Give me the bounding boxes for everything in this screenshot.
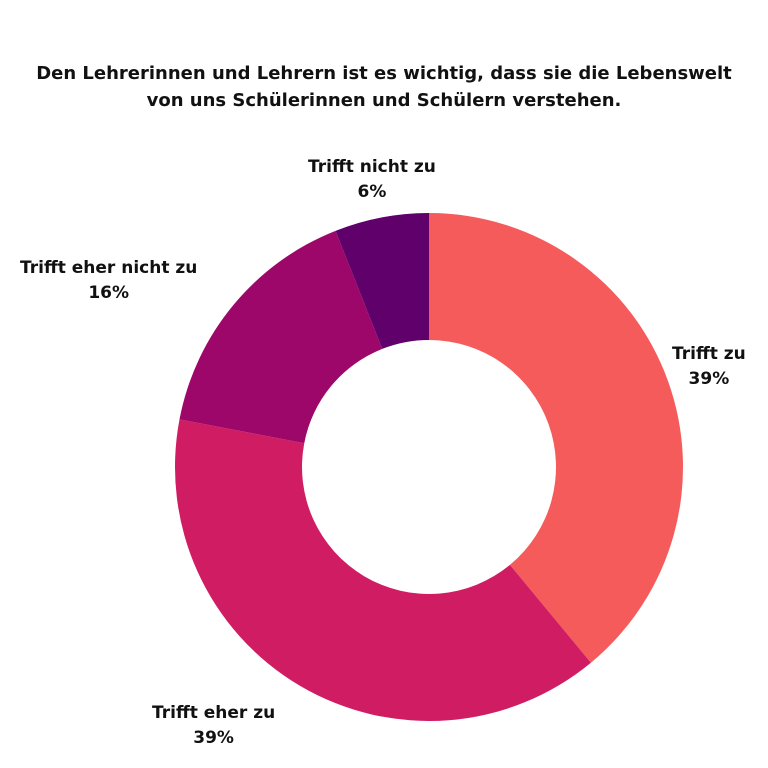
slice-label-trifft-eher-nicht-zu: Trifft eher nicht zu 16% [20,256,197,306]
donut-slice-trifft-zu [429,213,683,663]
donut-slice-trifft-nicht-zu [335,213,429,349]
donut-slice-trifft-eher-zu [175,419,591,721]
donut-slice-trifft-eher-nicht-zu [179,230,383,444]
slice-label-trifft-nicht-zu-value: 6% [357,182,387,202]
slice-label-trifft-eher-zu: Trifft eher zu 39% [152,701,275,751]
chart-title-line-1: Den Lehrerinnen und Lehrern ist es wicht… [36,63,732,84]
chart-title-line-2: von uns Schülerinnen und Schülern verste… [146,90,622,111]
chart-title: Den Lehrerinnen und Lehrern ist es wicht… [20,60,748,114]
slice-label-trifft-nicht-zu: Trifft nicht zu 6% [308,155,436,205]
slice-label-trifft-zu-name: Trifft zu [672,344,746,364]
slice-label-trifft-nicht-zu-name: Trifft nicht zu [308,157,436,177]
slice-label-trifft-eher-nicht-zu-value: 16% [88,283,130,303]
slice-label-trifft-eher-zu-name: Trifft eher zu [152,703,276,723]
slice-label-trifft-eher-nicht-zu-name: Trifft eher nicht zu [20,258,198,278]
slice-label-trifft-eher-zu-value: 39% [193,728,234,748]
slice-label-trifft-zu: Trifft zu 39% [672,342,746,392]
slice-label-trifft-zu-value: 39% [688,369,730,389]
